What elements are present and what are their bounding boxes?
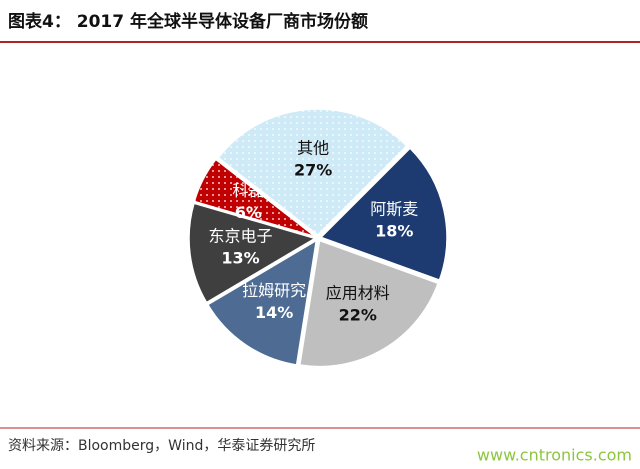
chart-title: 图表4： 2017 年全球半导体设备厂商市场份额 <box>8 11 368 32</box>
pie-slice <box>298 239 440 368</box>
watermark: www.cntronics.com <box>477 446 632 465</box>
slice-label: 拉姆研究 <box>242 281 306 300</box>
slice-label: 其他 <box>297 139 329 158</box>
slice-label: 东京电子 <box>208 226 272 245</box>
slice-value-label: 13% <box>221 248 259 267</box>
slice-label: 阿斯麦 <box>370 199 418 218</box>
slice-value-label: 18% <box>375 221 413 240</box>
slice-value-label: 27% <box>294 161 332 180</box>
source: 资料来源：Bloomberg，Wind，华泰证券研究所 <box>8 438 315 454</box>
slice-value-label: 14% <box>255 303 293 322</box>
slice-value-label: 22% <box>339 306 377 325</box>
slice-label: 应用材料 <box>326 284 390 303</box>
pie-slice <box>206 239 318 366</box>
slice-value-label: 6% <box>235 203 262 222</box>
